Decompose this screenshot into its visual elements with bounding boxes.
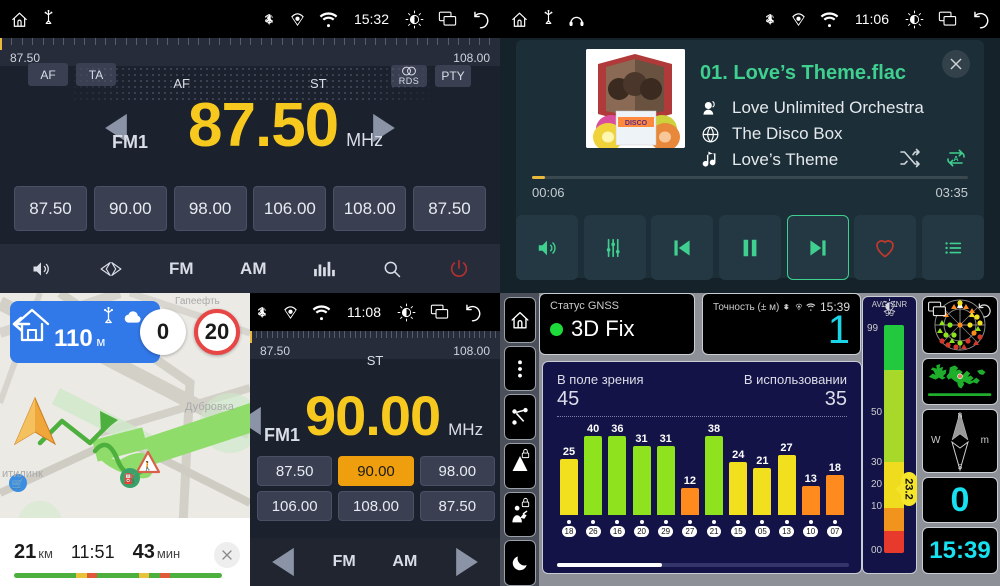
svg-text:⛽: ⛽: [124, 472, 136, 485]
svg-text:DISCO: DISCO: [625, 120, 648, 127]
svg-text:A: A: [954, 156, 959, 163]
svg-text:S: S: [958, 464, 963, 471]
svg-text:N: N: [957, 413, 962, 420]
svg-text:🚶: 🚶: [142, 460, 153, 471]
